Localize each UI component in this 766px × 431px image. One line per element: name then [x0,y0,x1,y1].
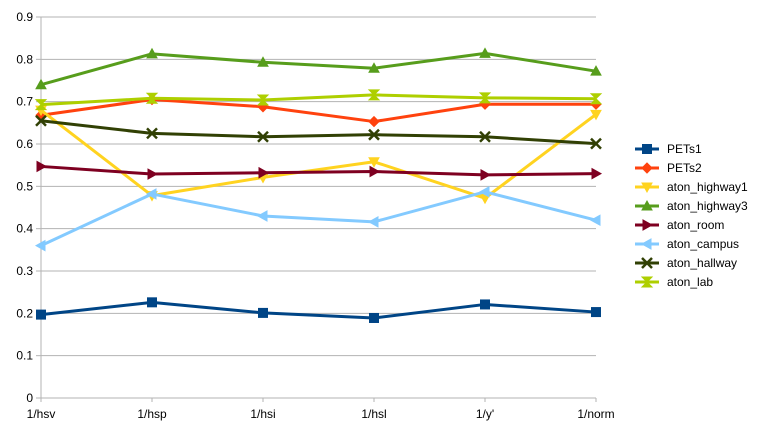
legend-marker [641,257,653,269]
series-aton_highway3 [35,47,602,90]
data-point [590,65,602,76]
legend-label: aton_lab [667,275,713,289]
y-tick-label: 0.3 [16,264,33,278]
data-point [256,94,270,106]
data-point [479,47,491,58]
data-point [367,89,381,101]
legend-item: aton_highway1 [635,180,748,194]
data-point [368,115,380,128]
y-tick-label: 0 [26,391,33,405]
series-aton_lab [34,89,603,111]
data-point [35,78,47,90]
legend-label: PETs1 [667,142,702,156]
x-tick-label: 1/y' [476,407,494,421]
data-point [145,92,159,104]
y-tick-label: 0.9 [16,10,33,24]
data-point [590,137,602,150]
legend-label: aton_room [667,218,724,232]
series-line [40,119,597,146]
x-tick-label: 1/hsl [361,407,386,421]
legend-marker [641,162,653,174]
series-line [40,190,597,247]
data-point [147,297,157,308]
legend-marker [640,276,654,288]
data-point [591,307,601,318]
data-point [256,210,268,222]
data-point [34,99,48,111]
data-point [589,214,601,227]
data-point [147,168,159,180]
data-point [146,47,158,59]
series-line [40,93,597,107]
legend-marker [642,144,652,154]
data-point [480,169,492,181]
data-point [478,185,490,198]
y-tick-label: 0.2 [16,306,33,320]
data-point [368,128,380,141]
y-tick-label: 0.8 [16,52,33,66]
data-point [367,216,379,228]
legend-label: aton_campus [667,237,739,251]
series-aton_hallway [35,114,602,150]
legend: PETs1 PETs2 aton_highway1 aton_highway3aton… [635,142,748,289]
legend-marker [640,238,652,250]
legend-label: aton_hallway [667,256,737,270]
series-line [40,51,597,87]
data-point [478,92,492,104]
data-point [36,309,46,320]
x-tick-label: 1/hsi [250,407,275,421]
x-tick-label: 1/hsv [27,407,56,421]
legend-item: aton_hallway [635,256,737,270]
legend-marker [641,199,653,211]
data-point [480,299,490,310]
data-point [257,130,269,143]
y-axis-ticks: 0 0.1 0.2 0.3 0.4 0.5 0.6 0.7 0.8 0.9 [16,10,41,405]
y-tick-label: 0.6 [16,137,33,151]
legend-item: aton_lab [635,275,713,289]
data-point [368,157,380,168]
legend-marker [641,182,653,194]
data-point [36,160,48,173]
series-line [40,108,597,200]
data-point [369,165,381,178]
data-point [34,239,46,252]
y-tick-label: 0.5 [16,179,33,193]
data-point [146,127,158,140]
x-tick-label: 1/norm [577,407,614,421]
data-point [369,312,379,323]
data-point [591,167,603,180]
data-point [368,62,380,73]
data-point [479,130,491,143]
data-point [590,109,602,121]
legend-label: PETs2 [667,161,702,175]
legend-marker [642,219,654,231]
series-aton_highway1 [35,105,602,205]
x-tick-label: 1/hsp [137,407,167,421]
series-line [40,300,597,320]
y-tick-label: 0.7 [16,95,33,109]
legend-label: aton_highway1 [667,180,748,194]
legend-item: aton_campus [635,237,739,251]
legend-item: aton_highway3 [635,199,748,213]
legend-item: PETs2 [635,161,702,175]
series-layer [34,47,603,323]
series-line [40,98,596,124]
y-tick-label: 0.1 [16,349,33,363]
data-point [589,93,603,105]
series-aton_room [36,160,603,181]
data-point [258,307,268,318]
series-PETs1 [36,297,601,323]
x-axis-ticks: 1/hsv 1/hsp 1/hsi 1/hsl 1/y' 1/norm [27,398,615,421]
data-point [145,188,157,200]
series-line [40,164,597,177]
legend-item: PETs1 [635,142,702,156]
data-point [258,166,270,179]
series-aton_campus [34,185,601,252]
y-tick-label: 0.4 [16,222,33,236]
legend-item: aton_room [635,218,724,232]
data-point [35,114,47,127]
legend-label: aton_highway3 [667,199,748,213]
data-point [257,56,269,67]
